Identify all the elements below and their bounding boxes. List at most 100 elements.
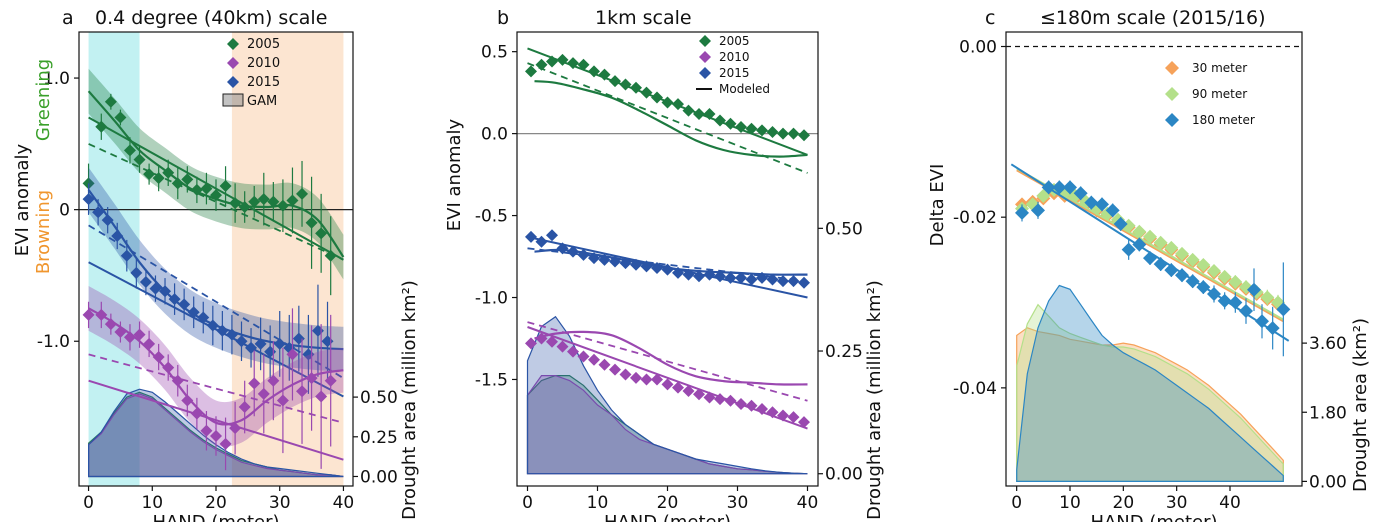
data-point bbox=[735, 271, 747, 284]
legend-label: 2005 bbox=[719, 34, 750, 48]
data-point bbox=[619, 257, 632, 270]
data-point bbox=[273, 337, 286, 350]
y-axis-label: EVI anomaly bbox=[12, 143, 33, 256]
legend-label: 2005 bbox=[247, 37, 280, 52]
legend-label: Modeled bbox=[719, 82, 770, 96]
panel-title: 0.4 degree (40km) scale bbox=[95, 7, 327, 29]
data-point bbox=[149, 282, 162, 295]
data-point bbox=[1276, 302, 1291, 317]
data-point bbox=[1041, 180, 1056, 195]
data-point bbox=[210, 429, 222, 442]
data-point bbox=[248, 195, 261, 208]
x-tick-label: 40 bbox=[333, 493, 355, 513]
data-point bbox=[598, 253, 611, 266]
data-point bbox=[1255, 314, 1269, 329]
data-point bbox=[123, 144, 136, 157]
data-point bbox=[133, 328, 146, 341]
model-curve-2010 bbox=[534, 330, 808, 386]
data-point bbox=[1063, 180, 1077, 195]
legend-label: 90 meter bbox=[1192, 87, 1247, 101]
y-tick-label: 0 bbox=[59, 201, 70, 221]
x-tick-label: 40 bbox=[797, 493, 819, 513]
data-point bbox=[766, 273, 779, 286]
data-point bbox=[1196, 257, 1211, 272]
data-point bbox=[567, 245, 579, 258]
data-point bbox=[114, 111, 127, 124]
data-point bbox=[95, 308, 108, 321]
data-point bbox=[651, 373, 663, 386]
data-point bbox=[525, 230, 537, 243]
highlight-range bbox=[231, 32, 344, 486]
gam-band-2005 bbox=[88, 68, 344, 280]
x-tick-label: 10 bbox=[1059, 493, 1081, 513]
data-point bbox=[787, 411, 800, 424]
data-point bbox=[1153, 235, 1168, 250]
legend-label: GAM bbox=[247, 94, 277, 109]
drought-area-180-meter bbox=[1016, 284, 1284, 482]
data-point bbox=[714, 114, 726, 127]
data-point bbox=[1175, 246, 1189, 261]
data-point bbox=[577, 350, 590, 363]
data-point bbox=[724, 271, 737, 284]
x-tick-label: 30 bbox=[1166, 493, 1188, 513]
series-2015 bbox=[82, 167, 344, 398]
y-tick-label: -0.02 bbox=[953, 208, 997, 228]
data-point bbox=[798, 416, 810, 429]
data-point bbox=[577, 58, 590, 71]
panel-letter: a bbox=[62, 7, 74, 29]
data-point bbox=[120, 249, 133, 262]
greening-label: Greening bbox=[33, 59, 54, 141]
data-point bbox=[640, 260, 653, 273]
legend-label: 2010 bbox=[719, 50, 750, 64]
data-point bbox=[248, 377, 261, 390]
data-point bbox=[651, 262, 663, 275]
data-point bbox=[609, 363, 621, 376]
x-axis-label: HAND (meter) bbox=[152, 512, 279, 522]
x-tick-label: 20 bbox=[205, 493, 227, 513]
data-point bbox=[640, 86, 653, 99]
panel-letter: c bbox=[985, 7, 995, 29]
x-tick-label: 0 bbox=[522, 493, 533, 513]
data-point bbox=[82, 308, 95, 321]
data-point bbox=[267, 374, 280, 387]
data-point bbox=[661, 378, 674, 391]
data-point bbox=[672, 266, 684, 279]
y-tick-label: 0.0 bbox=[481, 125, 508, 145]
dashed-line-2005 bbox=[527, 62, 808, 174]
x-tick-label: 10 bbox=[141, 493, 163, 513]
data-point bbox=[216, 324, 229, 337]
data-point bbox=[152, 172, 165, 185]
data-point bbox=[286, 194, 299, 207]
y-axis-label: Delta EVI bbox=[927, 164, 948, 247]
panel-letter: b bbox=[497, 7, 509, 29]
data-point bbox=[1185, 252, 1200, 267]
drought-area-90-meter bbox=[1016, 303, 1284, 482]
data-point bbox=[1185, 274, 1200, 289]
data-point bbox=[745, 122, 758, 135]
data-point bbox=[133, 153, 146, 166]
dashed-line-2015 bbox=[88, 224, 344, 379]
data-point bbox=[756, 271, 768, 284]
data-point bbox=[787, 275, 800, 288]
data-point bbox=[104, 95, 117, 108]
data-point bbox=[777, 127, 789, 140]
data-point bbox=[672, 381, 684, 394]
legend-label: 30 meter bbox=[1192, 61, 1247, 75]
data-point bbox=[546, 55, 558, 68]
data-point bbox=[181, 394, 194, 407]
data-point bbox=[219, 179, 232, 192]
data-point bbox=[661, 96, 674, 109]
data-point bbox=[229, 197, 242, 210]
data-point bbox=[1132, 237, 1147, 252]
data-point bbox=[305, 372, 318, 385]
y2-tick-label: 0.25 bbox=[360, 428, 398, 448]
data-point bbox=[724, 117, 737, 130]
data-point bbox=[588, 353, 600, 366]
y-tick-label: -1.0 bbox=[475, 289, 508, 309]
data-point bbox=[257, 387, 270, 400]
data-point bbox=[1105, 203, 1120, 218]
y2-tick-label: 1.80 bbox=[1309, 403, 1347, 423]
data-point bbox=[238, 401, 251, 414]
legend: 2005 2010 2015 Modeled bbox=[696, 34, 770, 96]
legend-marker bbox=[227, 76, 239, 88]
